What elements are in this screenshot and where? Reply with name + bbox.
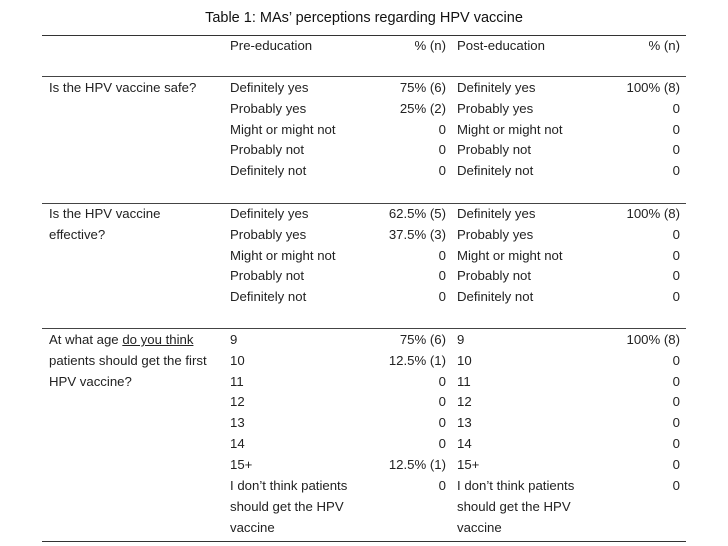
pre-answer: Might or might not xyxy=(230,121,336,137)
post-answer-no-vaccine-line3: vaccine xyxy=(457,520,502,535)
section-divider xyxy=(42,203,686,204)
pre-pct: 75% (6) xyxy=(399,80,446,95)
pre-answer: 9 xyxy=(230,332,238,347)
post-answer: 11 xyxy=(457,373,471,389)
post-pct: 0 xyxy=(672,394,680,410)
post-pct: 0 xyxy=(672,456,680,472)
post-pct: 100% (8) xyxy=(626,332,680,347)
pre-answer-no-vaccine-line2: should get the HPV xyxy=(230,499,344,514)
question-effective-line1: Is the HPV vaccine xyxy=(49,206,161,221)
post-answer-no-vaccine-line2: should get the HPV xyxy=(457,499,571,514)
table-title: Table 1: MAs’ perceptions regarding HPV … xyxy=(205,10,523,26)
pre-pct: 0 xyxy=(438,247,446,263)
post-answer: 9 xyxy=(457,332,465,347)
post-answer: Probably yes xyxy=(457,100,534,116)
post-answer: Might or might not xyxy=(457,121,563,137)
pre-pct: 75% (6) xyxy=(399,332,446,347)
post-answer: Might or might not xyxy=(457,247,563,263)
question-age-prefix: At what age xyxy=(49,332,123,347)
post-pct: 0 xyxy=(672,142,680,158)
post-pct: 0 xyxy=(672,268,680,284)
post-pct: 100% (8) xyxy=(626,206,680,221)
pre-answer: Probably yes xyxy=(230,226,307,242)
pre-pct: 0 xyxy=(438,268,446,284)
pre-pct: 0 xyxy=(438,415,446,431)
pre-answer: 12 xyxy=(230,394,245,410)
header-post-education: Post-education xyxy=(457,38,545,53)
question-age-line3: HPV vaccine? xyxy=(49,374,132,389)
pre-answer: 10 xyxy=(230,352,245,368)
question-safe: Is the HPV vaccine safe? xyxy=(49,80,197,95)
pre-answer: Definitely not xyxy=(230,289,307,305)
post-answer-no-vaccine-line1: I don’t think patients xyxy=(457,478,575,493)
pre-pct: 12.5% (1) xyxy=(388,352,446,368)
table-top-rule xyxy=(42,35,686,36)
question-age-emphasis: do you think xyxy=(122,332,194,347)
pre-pct: 62.5% (5) xyxy=(388,206,446,221)
pre-pct: 12.5% (1) xyxy=(388,456,446,472)
post-pct: 0 xyxy=(672,373,680,389)
header-pct-pre: % (n) xyxy=(414,38,446,53)
post-pct: 0 xyxy=(672,415,680,431)
post-answer: 15+ xyxy=(457,456,480,472)
pre-pct: 0 xyxy=(438,121,446,137)
section-divider xyxy=(42,328,686,329)
post-pct: 0 xyxy=(672,289,680,305)
post-pct: 0 xyxy=(672,100,680,116)
post-answer: Definitely yes xyxy=(457,80,536,95)
pre-answer: Definitely not xyxy=(230,163,307,179)
post-answer: 14 xyxy=(457,436,472,451)
header-pct-post: % (n) xyxy=(648,38,680,53)
pre-pct-no-vaccine: 0 xyxy=(438,478,446,493)
header-pre-education: Pre-education xyxy=(230,38,313,53)
pre-answer: Definitely yes xyxy=(230,206,309,221)
post-answer: Probably not xyxy=(457,268,532,284)
question-age-line2: patients should get the first xyxy=(49,353,207,368)
pre-answer-no-vaccine-line1: I don’t think patients xyxy=(230,478,348,493)
table-bottom-rule xyxy=(42,541,686,542)
pre-pct: 0 xyxy=(438,163,446,179)
post-answer: 12 xyxy=(457,394,472,410)
post-answer: Definitely not xyxy=(457,289,534,305)
pre-pct: 0 xyxy=(438,436,446,451)
post-answer: Definitely not xyxy=(457,163,534,179)
post-answer: Definitely yes xyxy=(457,206,536,221)
post-pct: 100% (8) xyxy=(626,80,680,95)
pre-answer: Probably not xyxy=(230,268,305,284)
post-pct: 0 xyxy=(672,436,680,451)
pre-answer: Probably not xyxy=(230,142,305,158)
post-answer: Probably yes xyxy=(457,226,534,242)
post-answer: 10 xyxy=(457,352,472,368)
pre-pct: 37.5% (3) xyxy=(388,226,446,242)
post-pct-no-vaccine: 0 xyxy=(672,478,680,493)
pre-pct: 0 xyxy=(438,289,446,305)
pre-answer: Probably yes xyxy=(230,100,307,116)
pre-pct: 0 xyxy=(438,142,446,158)
pre-pct: 25% (2) xyxy=(399,100,446,116)
pre-answer: Might or might not xyxy=(230,247,336,263)
pre-answer: 13 xyxy=(230,415,245,431)
post-pct: 0 xyxy=(672,352,680,368)
pre-pct: 0 xyxy=(438,373,446,389)
pre-pct: 0 xyxy=(438,394,446,410)
question-age-line1: At what age do you think xyxy=(49,330,193,351)
pre-answer: 11 xyxy=(230,373,244,389)
header-divider xyxy=(42,76,686,77)
post-answer: Probably not xyxy=(457,142,532,158)
pre-answer: Definitely yes xyxy=(230,80,309,95)
post-pct: 0 xyxy=(672,247,680,263)
post-answer: 13 xyxy=(457,415,472,431)
pre-answer-no-vaccine-line3: vaccine xyxy=(230,520,275,535)
post-pct: 0 xyxy=(672,163,680,179)
question-effective-line2: effective? xyxy=(49,227,106,242)
post-pct: 0 xyxy=(672,226,680,242)
post-pct: 0 xyxy=(672,121,680,137)
pre-answer: 15+ xyxy=(230,456,253,472)
pre-answer: 14 xyxy=(230,436,245,451)
